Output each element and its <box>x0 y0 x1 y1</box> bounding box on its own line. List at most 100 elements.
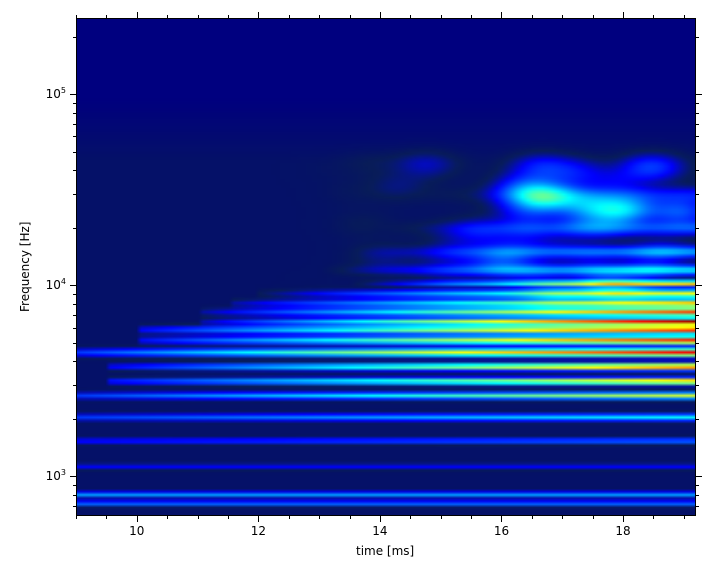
axis-tick <box>696 385 699 386</box>
axis-tick <box>137 12 138 18</box>
axis-tick <box>73 506 76 507</box>
tick-label: 16 <box>494 524 509 538</box>
axis-tick <box>106 15 107 18</box>
axis-tick <box>228 516 229 519</box>
axis-tick <box>70 476 76 477</box>
axis-tick <box>73 294 76 295</box>
plot-area <box>76 18 696 516</box>
y-axis-label: Frequency [Hz] <box>18 222 32 313</box>
axis-tick <box>471 516 472 519</box>
axis-tick <box>73 315 76 316</box>
axis-tick <box>380 12 381 18</box>
axis-tick <box>623 516 624 522</box>
axis-tick <box>73 113 76 114</box>
axis-tick <box>350 516 351 519</box>
axis-tick <box>410 15 411 18</box>
axis-tick <box>696 113 699 114</box>
axis-tick <box>73 485 76 486</box>
axis-tick <box>73 328 76 329</box>
axis-tick <box>696 103 699 104</box>
axis-tick <box>289 15 290 18</box>
axis-tick <box>70 285 76 286</box>
axis-tick <box>696 343 699 344</box>
axis-tick <box>73 136 76 137</box>
tick-label: 14 <box>372 524 387 538</box>
axis-tick <box>167 516 168 519</box>
axis-tick <box>696 328 699 329</box>
axis-tick <box>696 94 702 95</box>
axis-tick <box>410 516 411 519</box>
axis-tick <box>653 15 654 18</box>
axis-tick <box>289 516 290 519</box>
axis-tick <box>696 506 699 507</box>
axis-tick <box>73 304 76 305</box>
axis-tick <box>471 15 472 18</box>
axis-tick <box>73 343 76 344</box>
axis-tick <box>593 516 594 519</box>
axis-tick <box>696 294 699 295</box>
axis-tick <box>696 485 699 486</box>
axis-tick <box>137 516 138 522</box>
axis-tick <box>684 15 685 18</box>
axis-tick <box>696 228 699 229</box>
axis-tick <box>76 15 77 18</box>
axis-tick <box>73 124 76 125</box>
x-axis-label: time [ms] <box>356 544 414 558</box>
axis-tick <box>73 37 76 38</box>
axis-tick <box>258 516 259 522</box>
axis-tick <box>319 516 320 519</box>
axis-tick <box>532 516 533 519</box>
axis-tick <box>70 94 76 95</box>
axis-tick <box>653 516 654 519</box>
axis-tick <box>696 37 699 38</box>
axis-tick <box>76 516 77 519</box>
axis-tick <box>73 103 76 104</box>
axis-tick <box>441 516 442 519</box>
axis-tick <box>562 15 563 18</box>
axis-tick <box>684 516 685 519</box>
tick-label: 104 <box>46 277 66 292</box>
tick-label: 103 <box>46 468 66 483</box>
tick-label: 105 <box>46 86 66 101</box>
axis-tick <box>696 476 702 477</box>
axis-tick <box>532 15 533 18</box>
axis-tick <box>106 516 107 519</box>
axis-tick <box>696 419 699 420</box>
axis-tick <box>167 15 168 18</box>
axis-tick <box>319 15 320 18</box>
axis-tick <box>198 516 199 519</box>
axis-tick <box>73 361 76 362</box>
axis-tick <box>258 12 259 18</box>
axis-tick <box>696 285 702 286</box>
axis-tick <box>696 304 699 305</box>
axis-tick <box>228 15 229 18</box>
spectrogram-figure: time [ms] Frequency [Hz] 101214161810310… <box>0 0 718 577</box>
axis-tick <box>562 516 563 519</box>
axis-tick <box>696 361 699 362</box>
axis-tick <box>441 15 442 18</box>
axis-tick <box>696 170 699 171</box>
axis-tick <box>593 15 594 18</box>
spectrogram-heatmap <box>77 19 695 515</box>
tick-label: 12 <box>251 524 266 538</box>
axis-tick <box>696 495 699 496</box>
axis-tick <box>73 194 76 195</box>
axis-tick <box>350 15 351 18</box>
axis-tick <box>73 495 76 496</box>
axis-tick <box>73 170 76 171</box>
axis-tick <box>623 12 624 18</box>
axis-tick <box>501 516 502 522</box>
axis-tick <box>696 124 699 125</box>
axis-tick <box>380 516 381 522</box>
axis-tick <box>73 228 76 229</box>
axis-tick <box>501 12 502 18</box>
axis-tick <box>73 152 76 153</box>
axis-tick <box>696 152 699 153</box>
axis-tick <box>73 385 76 386</box>
axis-tick <box>696 136 699 137</box>
tick-label: 18 <box>615 524 630 538</box>
axis-tick <box>73 419 76 420</box>
axis-tick <box>198 15 199 18</box>
axis-tick <box>696 315 699 316</box>
axis-tick <box>696 194 699 195</box>
